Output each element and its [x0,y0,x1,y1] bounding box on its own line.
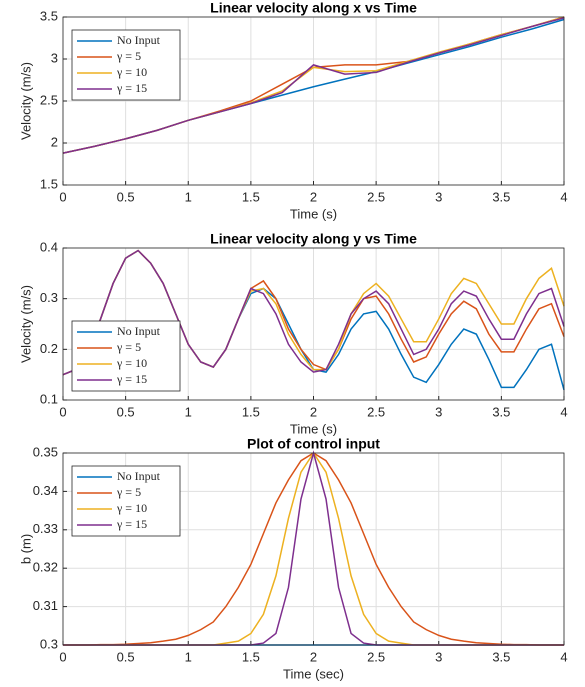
x-tick-label: 1.5 [242,649,260,664]
x-tick-label: 0.5 [117,404,135,419]
legend-label: γ = 5 [116,49,141,63]
legend-label: γ = 10 [116,356,147,370]
x-tick-label: 3 [435,649,442,664]
x-tick-label: 3.5 [492,404,510,419]
y-tick-label: 3 [51,50,58,65]
x-tick-label: 0 [59,189,66,204]
x-tick-label: 0 [59,649,66,664]
y-tick-label: 0.33 [33,521,58,536]
y-tick-label: 1.5 [40,176,58,191]
x-tick-label: 1 [185,404,192,419]
x-axis-label: Time (s) [290,421,337,436]
x-tick-label: 0.5 [117,649,135,664]
x-tick-label: 4 [560,189,567,204]
y-tick-label: 0.3 [40,636,58,651]
y-tick-label: 0.34 [33,483,58,498]
x-tick-label: 2.5 [367,404,385,419]
y-tick-label: 3.5 [40,8,58,23]
chart-title: Plot of control input [247,436,380,452]
x-tick-label: 1.5 [242,404,260,419]
legend-label: γ = 15 [116,81,147,95]
legend-label: γ = 5 [116,340,141,354]
x-tick-label: 1 [185,649,192,664]
y-axis-label: Velocity (m/s) [18,62,33,140]
x-tick-label: 2 [310,649,317,664]
legend-label: γ = 15 [116,372,147,386]
y-axis-label: b (m) [18,534,33,564]
x-tick-label: 2 [310,189,317,204]
y-tick-label: 0.31 [33,598,58,613]
legend-label: γ = 15 [116,517,147,531]
x-tick-label: 4 [560,649,567,664]
series-line [62,17,565,154]
x-tick-label: 4 [560,404,567,419]
y-axis-label: Velocity (m/s) [18,285,33,363]
x-tick-label: 1.5 [242,189,260,204]
y-tick-label: 0.3 [40,290,58,305]
legend-label: No Input [117,469,161,483]
x-axis-label: Time (s) [290,206,337,221]
x-tick-label: 2 [310,404,317,419]
x-tick-label: 3.5 [492,649,510,664]
legend-label: γ = 10 [116,65,147,79]
y-tick-label: 0.1 [40,391,58,406]
legend-label: No Input [117,33,161,47]
legend-label: No Input [117,324,161,338]
y-tick-label: 0.4 [40,239,58,254]
x-axis-label: Time (sec) [283,666,344,681]
series-line [62,249,565,376]
y-tick-label: 2 [51,134,58,149]
x-tick-label: 3.5 [492,189,510,204]
legend-label: γ = 10 [116,501,147,515]
y-tick-label: 2.5 [40,92,58,107]
y-tick-label: 0.2 [40,341,58,356]
x-tick-label: 2.5 [367,649,385,664]
axes-box [62,452,565,646]
y-tick-label: 0.35 [33,444,58,459]
axes-box [62,16,565,186]
axes-box [62,247,565,401]
x-tick-label: 2.5 [367,189,385,204]
chart-title: Linear velocity along y vs Time [210,231,417,247]
x-tick-label: 0.5 [117,189,135,204]
chart-title: Linear velocity along x vs Time [210,0,417,16]
legend-label: γ = 5 [116,485,141,499]
x-tick-label: 0 [59,404,66,419]
x-tick-label: 1 [185,189,192,204]
x-tick-label: 3 [435,404,442,419]
x-tick-label: 3 [435,189,442,204]
y-tick-label: 0.32 [33,560,58,575]
